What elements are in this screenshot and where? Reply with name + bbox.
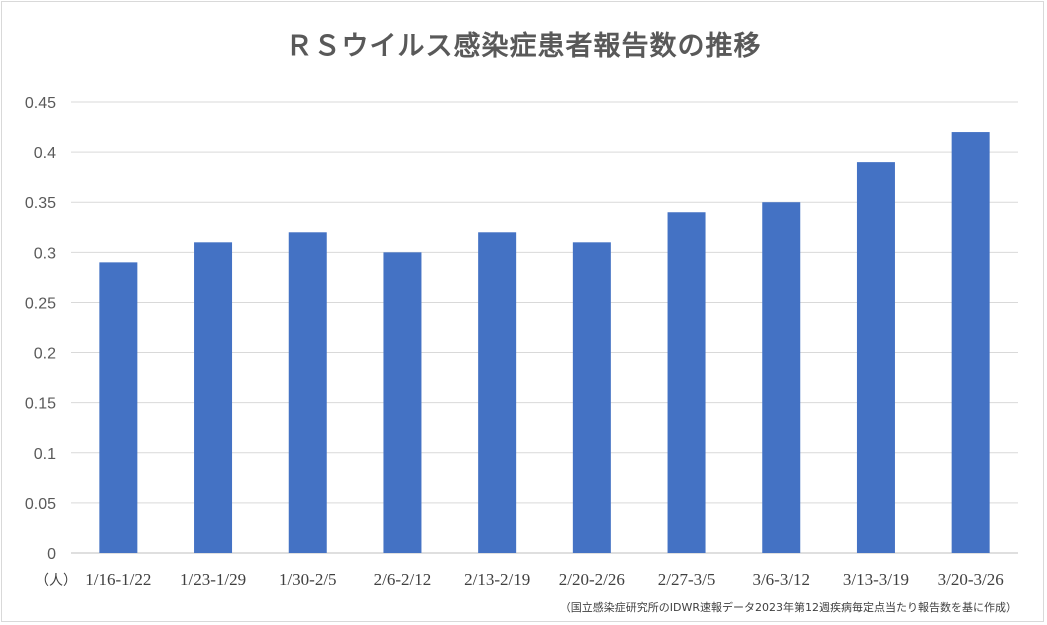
x-category-label: 2/13-2/19 bbox=[464, 570, 530, 589]
bar bbox=[951, 132, 990, 554]
x-category-label: 3/20-3/26 bbox=[938, 570, 1004, 589]
bar bbox=[194, 242, 233, 554]
x-category-label: 3/13-3/19 bbox=[843, 570, 909, 589]
x-category-label: 2/6-2/12 bbox=[374, 570, 432, 589]
x-category-label: 2/20-2/26 bbox=[559, 570, 625, 589]
x-category-label: 1/30-2/5 bbox=[279, 570, 337, 589]
y-tick-label: 0.2 bbox=[34, 346, 56, 363]
bar bbox=[762, 202, 801, 553]
y-axis-ticks: 0 0.05 0.1 0.15 0.2 0.25 0.3 0.35 0.4 0.45 bbox=[25, 95, 56, 563]
y-tick-label: 0.15 bbox=[25, 396, 56, 413]
y-tick-label: 0.25 bbox=[25, 295, 56, 312]
y-tick-label: 0.45 bbox=[25, 95, 56, 112]
y-tick-label: 0.05 bbox=[25, 496, 56, 513]
y-tick-label: 0.1 bbox=[34, 446, 56, 463]
chart-title: ＲＳウイルス感染症患者報告数の推移 bbox=[285, 31, 762, 62]
bar bbox=[667, 212, 706, 553]
source-note: （国立感染症研究所のIDWR速報データ2023年第12週疾病毎定点当たり報告数を… bbox=[559, 601, 1017, 614]
bar bbox=[288, 232, 327, 554]
y-tick-label: 0.4 bbox=[34, 145, 56, 162]
x-category-label: 1/16-1/22 bbox=[85, 570, 151, 589]
bar bbox=[856, 162, 895, 553]
y-axis-unit-label: （人） bbox=[35, 573, 77, 589]
bar bbox=[383, 252, 422, 554]
bar bbox=[99, 262, 138, 553]
bar bbox=[478, 232, 517, 554]
x-category-label: 3/6-3/12 bbox=[752, 570, 810, 589]
x-axis-categories: 1/16-1/22 1/23-1/29 1/30-2/5 2/6-2/12 2/13-2… bbox=[85, 570, 1003, 589]
y-tick-label: 0.35 bbox=[25, 195, 56, 212]
bars bbox=[99, 132, 990, 554]
y-tick-label: 0.3 bbox=[34, 245, 56, 262]
x-category-label: 2/27-3/5 bbox=[658, 570, 716, 589]
x-category-label: 1/23-1/29 bbox=[180, 570, 246, 589]
y-tick-label: 0 bbox=[47, 546, 56, 563]
bar bbox=[572, 242, 611, 554]
